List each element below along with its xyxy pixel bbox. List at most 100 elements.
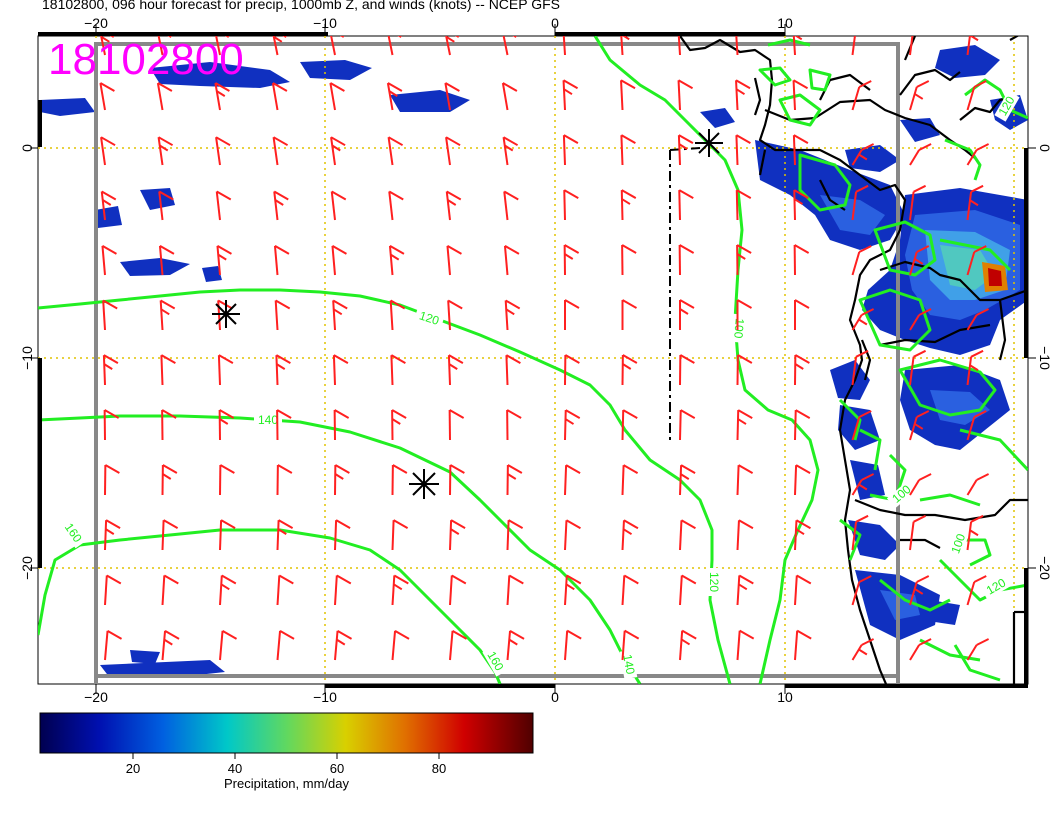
wind-barb-icon (564, 409, 581, 441)
wind-barb-icon (966, 36, 979, 56)
wind-barb-icon (218, 409, 235, 441)
wind-barb-icon (851, 308, 875, 331)
wind-barb-icon (621, 629, 640, 661)
wind-barb-icon (391, 630, 410, 661)
wind-barb-icon (157, 36, 172, 56)
wind-barb-icon (271, 82, 288, 111)
wind-barb-icon (794, 629, 812, 661)
wind-barb-icon (502, 136, 519, 166)
wind-barb-icon (562, 36, 566, 56)
wind-barb-icon (156, 82, 173, 111)
wind-barb-icon (104, 574, 122, 606)
wind-barb-icon (736, 299, 752, 330)
lon-label-bottom: −20 (84, 689, 108, 705)
scale-bars (38, 32, 1028, 688)
wind-barb-icon (102, 354, 119, 386)
wind-barb-icon (679, 574, 697, 606)
wind-barb-icon (506, 519, 524, 551)
wind-barb-icon (219, 574, 237, 606)
wind-barb-icon (334, 464, 350, 496)
wind-barb-icon (104, 464, 120, 496)
wind-barb-icon (735, 189, 752, 221)
axis-labels: −20 −10 0 10 −20 −10 0 10 0 −10 −20 0 −1… (19, 15, 1053, 705)
wind-barb-icon (794, 299, 810, 330)
wind-barb-icon (966, 638, 990, 661)
wind-barb-icon (276, 464, 293, 496)
wind-barb-icon (851, 473, 875, 496)
wind-barb-icon (219, 630, 238, 661)
wind-barb-icon (219, 464, 235, 496)
wind-barb-icon (679, 629, 697, 661)
colorbar-label: Precipitation, mm/day (224, 776, 349, 791)
wind-barb-icon (735, 36, 739, 56)
lon-label-top: −10 (313, 15, 337, 31)
wind-barb-icon (679, 409, 696, 441)
wind-barb-icon (330, 190, 347, 221)
wind-barb-icon (621, 354, 638, 386)
wind-barb-icon (909, 80, 930, 111)
wind-barb-icon (793, 189, 809, 221)
contour-label: 100 (731, 318, 747, 339)
wind-barb-icon (794, 519, 811, 551)
wind-barb-icon (330, 136, 346, 166)
contour-label: 120 (707, 572, 721, 592)
wind-barb-icon (851, 410, 872, 441)
wind-barb-icon (909, 349, 927, 386)
wind-barb-icon (214, 82, 230, 111)
wind-barb-icon (445, 36, 460, 56)
wind-barb-icon (503, 245, 520, 276)
lat-label-right: −20 (1037, 556, 1053, 580)
lon-label-bottom: −10 (313, 689, 337, 705)
wind-barb-icon (851, 514, 869, 551)
wind-barb-icon (736, 519, 754, 551)
wind-barb-icon (966, 410, 987, 441)
wind-barb-icon (736, 629, 755, 661)
wind-barb-icon (447, 299, 463, 331)
wind-barb-icon (161, 409, 177, 441)
wind-barbs (99, 36, 990, 661)
wind-barb-icon (104, 630, 123, 661)
wind-barb-icon (445, 190, 462, 221)
wind-barb-icon (215, 190, 232, 221)
wind-barb-icon (909, 245, 930, 276)
wind-barb-icon (792, 36, 803, 56)
wind-barb-icon (909, 184, 927, 221)
wind-barb-icon (909, 308, 932, 331)
wind-barb-icon (735, 134, 751, 166)
wind-barb-icon (160, 354, 176, 386)
wind-barb-icon (966, 308, 990, 331)
wind-barb-icon (506, 409, 522, 441)
wind-barb-icon (621, 574, 639, 606)
wind-barb-icon (501, 82, 518, 111)
wind-barb-icon (909, 638, 932, 661)
contour-label: 100 (948, 532, 968, 556)
wind-barb-icon (388, 245, 405, 276)
wind-barb-icon (161, 519, 179, 551)
wind-barb-icon (216, 245, 232, 276)
wind-barb-icon (332, 354, 349, 386)
wind-barb-icon (391, 519, 409, 551)
wind-barb-icon (564, 464, 581, 496)
wind-barb-icon (504, 299, 521, 331)
wind-barb-icon (851, 36, 856, 56)
wind-barb-icon (562, 79, 579, 111)
lon-label-top: 10 (777, 15, 793, 31)
wind-barb-icon (100, 190, 117, 221)
wind-barb-icon (506, 630, 525, 661)
wind-barb-icon (909, 143, 932, 166)
wind-barb-icon (276, 630, 295, 661)
wind-barb-icon (331, 245, 347, 276)
wind-barb-icon (621, 464, 639, 496)
wind-barb-icon (966, 349, 984, 386)
wind-barb-icon (161, 630, 180, 661)
axis-ticks (30, 24, 1036, 694)
wind-barb-icon (851, 245, 872, 276)
wind-barb-icon (794, 409, 811, 441)
lat-label-left: −10 (19, 346, 35, 370)
wind-barb-icon (736, 354, 753, 386)
wind-barb-icon (445, 136, 461, 166)
wind-barb-icon (851, 184, 869, 221)
wind-barb-icon (104, 519, 121, 551)
wind-barb-icon (679, 354, 695, 386)
